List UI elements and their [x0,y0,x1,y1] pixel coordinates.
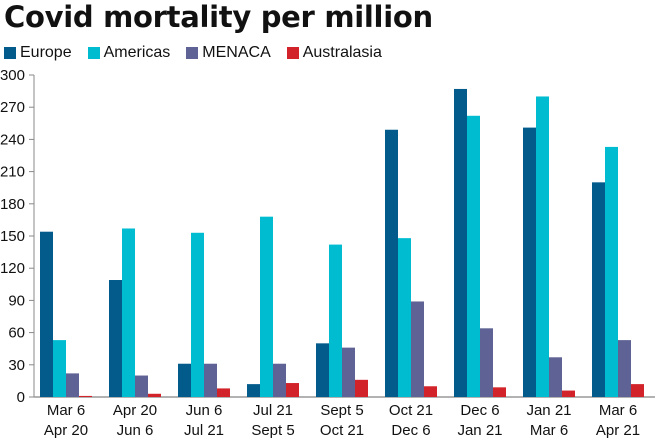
bar-australasia-8 [631,384,644,397]
x-tick-label: Mar 6 [530,422,568,439]
legend-label: Europe [20,44,72,61]
bar-australasia-2 [217,388,230,397]
bar-europe-0 [40,231,53,397]
bar-menaca-6 [480,328,493,397]
legend: Europe Americas MENACA Australasia [4,44,382,62]
x-tick-label: Sept 5 [320,402,363,419]
bar-australasia-7 [562,390,575,397]
x-tick-label: Dec 6 [391,422,430,439]
bar-australasia-5 [424,386,437,397]
legend-item-americas: Americas [87,44,171,62]
bar-americas-5 [398,238,411,397]
x-tick-label: Jan 21 [457,422,502,439]
y-tick-label: 0 [17,389,25,406]
y-tick-label: 60 [8,325,25,342]
bar-americas-4 [329,244,342,397]
bar-europe-8 [592,182,605,397]
bar-europe-7 [523,127,536,398]
x-tick-label: Apr 21 [596,422,640,439]
x-tick-label: Sept 5 [251,422,294,439]
chart-title: Covid mortality per million [4,0,433,34]
bar-menaca-8 [618,340,631,397]
y-tick-label: 240 [0,131,25,148]
y-tick-label: 30 [8,357,25,374]
bar-americas-8 [605,146,618,397]
bar-australasia-3 [286,383,299,397]
x-tick-label: Mar 6 [599,402,637,419]
x-tick-label: Oct 21 [389,402,433,419]
bar-americas-7 [536,96,549,397]
bar-menaca-7 [549,357,562,397]
bar-americas-1 [122,228,135,397]
x-tick-label: Jun 6 [117,422,154,439]
legend-swatch [4,47,16,59]
bar-australasia-4 [355,379,368,397]
bar-menaca-3 [273,363,286,397]
bar-menaca-1 [135,375,148,397]
legend-item-menaca: MENACA [186,44,271,62]
legend-swatch [186,47,199,59]
x-tick-label: Apr 20 [113,402,157,419]
x-tick-label: Jun 6 [186,402,223,419]
legend-label: Australasia [302,44,382,61]
x-tick-label: Mar 6 [47,402,85,419]
bar-americas-3 [260,216,273,397]
y-tick-label: 90 [8,292,25,309]
x-tick-label: Oct 21 [320,422,364,439]
x-tick-label: Dec 6 [460,402,499,419]
x-tick-label: Jul 21 [253,402,293,419]
bar-americas-0 [53,340,66,397]
bar-australasia-6 [493,387,506,397]
bar-europe-3 [247,384,260,397]
legend-label: Americas [103,44,171,61]
bar-menaca-0 [66,373,79,397]
bar-menaca-4 [342,347,355,397]
x-tick-label: Jan 21 [526,402,571,419]
bar-europe-2 [178,363,191,397]
bar-australasia-0 [79,395,92,397]
y-tick-label: 150 [0,228,25,245]
bar-europe-4 [316,343,329,397]
bar-australasia-1 [148,393,161,397]
y-tick-label: 300 [0,67,25,84]
legend-swatch [87,47,100,59]
y-tick-label: 180 [0,196,25,213]
y-tick-label: 270 [0,99,25,116]
bar-americas-6 [467,115,480,397]
legend-swatch [286,47,299,59]
legend-item-australasia: Australasia [286,44,382,62]
bar-europe-5 [385,129,398,398]
legend-label: MENACA [202,44,271,61]
bar-europe-1 [109,280,122,397]
x-tick-label: Apr 20 [44,422,88,439]
bar-menaca-2 [204,363,217,397]
bar-menaca-5 [411,301,424,397]
bar-americas-2 [191,232,204,397]
x-tick-label: Jul 21 [184,422,224,439]
y-tick-label: 210 [0,164,25,181]
y-tick-label: 120 [0,260,25,277]
bar-europe-6 [454,88,467,397]
legend-item-europe: Europe [4,44,72,62]
